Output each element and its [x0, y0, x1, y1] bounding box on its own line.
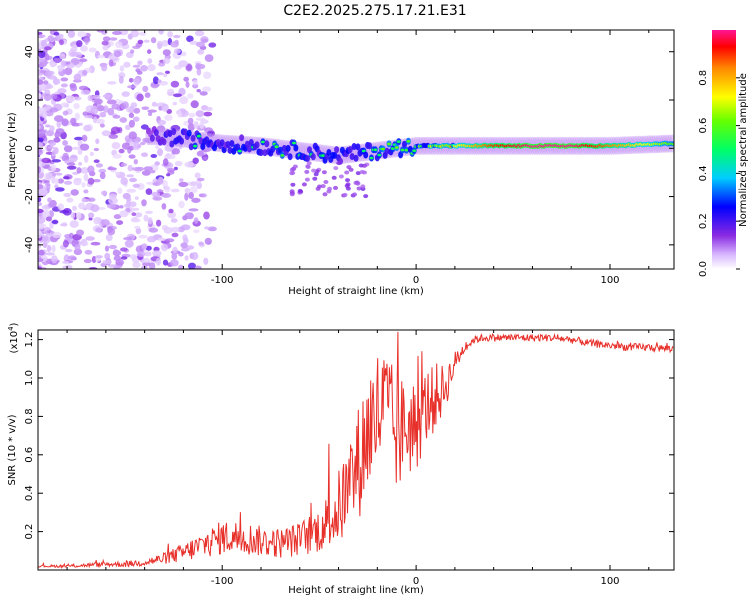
spectrogram-y-tick-label: -20 — [24, 188, 35, 204]
spectrogram-y-axis-label: Frequency (Hz) — [7, 112, 18, 188]
colorbar-tick-label: 0.8 — [698, 70, 709, 86]
figure-title: C2E2.2025.275.17.21.E31 — [283, 3, 467, 19]
colorbar-tick-label: 0.0 — [698, 261, 709, 277]
spectrogram-x-tick-label: -100 — [211, 275, 234, 286]
spectrogram-y-tick-label: -40 — [24, 237, 35, 253]
snr-y-tick-label: 0.4 — [24, 485, 35, 501]
snr-ticks: -100 0 100 0.2 0.4 0.6 0.8 1.0 1.2 — [24, 330, 674, 587]
spectrogram-frame — [37, 29, 675, 270]
colorbar-tick-label: 0.6 — [698, 118, 709, 134]
snr-x-tick-label: 100 — [600, 576, 619, 587]
snr-y-tick-label: 1.0 — [24, 370, 35, 386]
snr-frame — [37, 329, 675, 571]
snr-y-tick-label: 1.2 — [24, 332, 35, 348]
colorbar-label: Normalized spectral amplitude — [738, 73, 749, 227]
spectrogram-y-tick-label: 0 — [24, 145, 35, 151]
snr-y-tick-label: 0.6 — [24, 447, 35, 463]
spectrogram-x-tick-label: 0 — [413, 275, 419, 286]
colorbar: 0.0 0.2 0.4 0.6 0.8 Normalized spectral ampl… — [698, 30, 749, 277]
spectrogram-cells — [38, 30, 674, 269]
colorbar-tick-label: 0.4 — [698, 165, 709, 181]
snr-series-line — [38, 331, 674, 570]
snr-x-axis-label: Height of straight line (km) — [288, 585, 424, 596]
snr-y-tick-label: 0.8 — [24, 408, 35, 424]
spectrogram-y-tick-label: 20 — [24, 94, 35, 107]
colorbar-tick-label: 0.2 — [698, 213, 709, 229]
colorbar-gradient — [712, 30, 736, 269]
snr-y-axis-label: SNR (10 * v/v) — [7, 414, 18, 485]
spectrogram-y-tick-label: 40 — [24, 45, 35, 58]
snr-x-tick-label: -100 — [211, 576, 234, 587]
snr-y-tick-label: 0.2 — [24, 524, 35, 540]
spectrogram-x-tick-label: 100 — [600, 275, 619, 286]
spectrogram-ticks: -100 0 100 -40 -20 0 20 40 — [24, 30, 674, 286]
snr-y-multiplier: (x104) — [7, 322, 20, 353]
colorbar-ticks: 0.0 0.2 0.4 0.6 0.8 — [698, 70, 740, 277]
spectrogram-panel: -100 0 100 -40 -20 0 20 40 Height of straight l… — [7, 29, 675, 297]
snr-panel: -100 0 100 0.2 0.4 0.6 0.8 1.0 1.2 Height of str… — [7, 322, 675, 596]
snr-x-tick-label: 0 — [413, 576, 419, 587]
spectrogram-x-axis-label: Height of straight line (km) — [288, 286, 424, 297]
